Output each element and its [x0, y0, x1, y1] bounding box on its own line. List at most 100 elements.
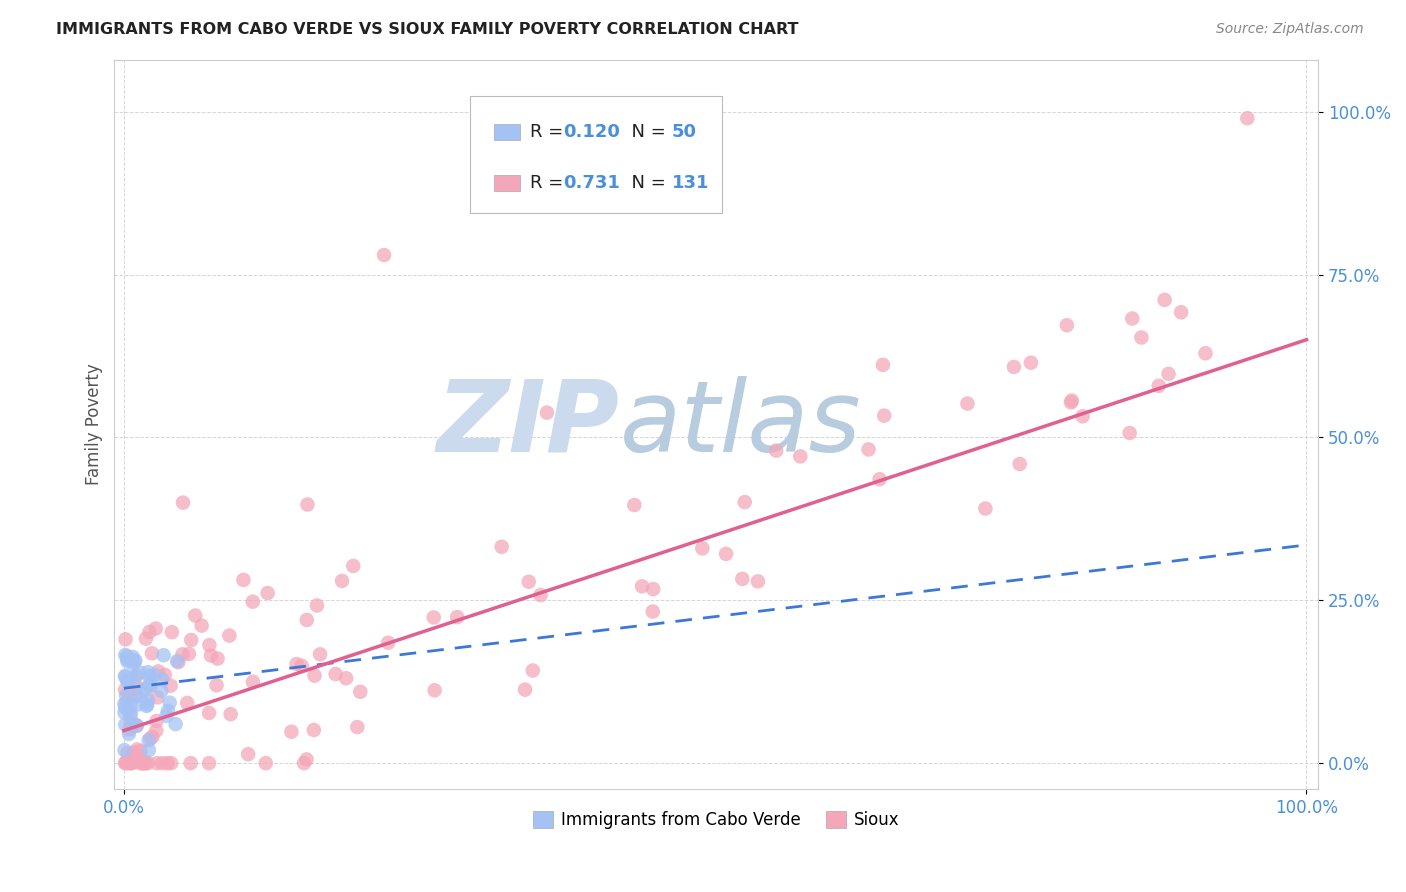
- Point: [692, 541, 714, 556]
- Point: [176, 696, 198, 710]
- Point: [131, 756, 153, 771]
- Point: [1170, 305, 1192, 319]
- Point: [128, 698, 150, 712]
- Point: [242, 595, 264, 609]
- Point: [1153, 293, 1175, 307]
- Point: [219, 707, 242, 722]
- Point: [200, 648, 222, 663]
- Point: [1118, 425, 1140, 440]
- Point: [643, 582, 665, 596]
- Point: [131, 756, 153, 771]
- Point: [1071, 409, 1094, 424]
- Point: [302, 723, 325, 737]
- Point: [139, 679, 162, 693]
- Point: [423, 683, 446, 698]
- Point: [873, 409, 896, 423]
- Point: [160, 756, 183, 771]
- Point: [641, 605, 664, 619]
- Point: [132, 681, 155, 696]
- Point: [114, 706, 136, 720]
- Point: [349, 685, 371, 699]
- Point: [155, 708, 177, 723]
- Point: [623, 498, 645, 512]
- Point: [118, 723, 141, 737]
- Point: [138, 733, 160, 747]
- Point: [205, 678, 228, 692]
- Point: [335, 671, 357, 685]
- Point: [530, 588, 553, 602]
- Y-axis label: Family Poverty: Family Poverty: [86, 364, 103, 485]
- Point: [714, 547, 737, 561]
- Point: [117, 687, 139, 701]
- Point: [167, 655, 190, 669]
- Point: [115, 695, 138, 709]
- Point: [291, 658, 314, 673]
- Point: [172, 495, 194, 509]
- Text: ZIP: ZIP: [437, 376, 620, 473]
- Point: [136, 665, 159, 679]
- Point: [125, 680, 148, 694]
- Legend: Immigrants from Cabo Verde, Sioux: Immigrants from Cabo Verde, Sioux: [526, 804, 907, 836]
- Point: [129, 756, 152, 771]
- Point: [165, 717, 187, 731]
- Point: [128, 665, 150, 680]
- Point: [114, 648, 136, 662]
- Point: [121, 756, 143, 771]
- Point: [152, 648, 174, 663]
- Point: [146, 756, 169, 771]
- Point: [177, 647, 200, 661]
- Point: [166, 654, 188, 668]
- Point: [150, 683, 173, 698]
- Point: [115, 689, 138, 703]
- Text: Source: ZipAtlas.com: Source: ZipAtlas.com: [1216, 22, 1364, 37]
- Point: [747, 574, 769, 589]
- Point: [198, 756, 221, 771]
- Point: [114, 669, 136, 683]
- Point: [139, 676, 162, 690]
- Point: [115, 756, 138, 771]
- Point: [114, 756, 136, 771]
- Point: [342, 558, 364, 573]
- Point: [134, 756, 156, 771]
- Point: [125, 668, 148, 682]
- Point: [631, 579, 654, 593]
- Text: R =: R =: [530, 174, 569, 192]
- Point: [156, 704, 179, 718]
- Point: [869, 472, 891, 486]
- Point: [124, 745, 146, 759]
- Point: [114, 700, 136, 714]
- Point: [150, 673, 173, 687]
- Point: [280, 724, 302, 739]
- Point: [120, 706, 142, 721]
- Point: [122, 717, 145, 731]
- Point: [120, 756, 142, 771]
- Point: [198, 638, 221, 652]
- Point: [180, 632, 202, 647]
- Point: [136, 756, 159, 771]
- Point: [114, 669, 136, 683]
- Point: [117, 673, 139, 688]
- Point: [114, 697, 136, 711]
- Point: [141, 646, 163, 660]
- Point: [138, 743, 160, 757]
- Point: [232, 573, 254, 587]
- Point: [138, 669, 160, 683]
- Point: [145, 723, 167, 738]
- Point: [254, 756, 277, 771]
- Point: [132, 755, 155, 769]
- Point: [346, 720, 368, 734]
- Point: [422, 610, 444, 624]
- Point: [145, 622, 167, 636]
- Point: [118, 703, 141, 717]
- Point: [1147, 379, 1170, 393]
- Point: [118, 756, 141, 771]
- Point: [789, 450, 811, 464]
- Point: [120, 716, 142, 731]
- Point: [1121, 311, 1143, 326]
- Point: [117, 674, 139, 689]
- Point: [974, 501, 997, 516]
- Point: [305, 599, 328, 613]
- FancyBboxPatch shape: [494, 124, 520, 140]
- Point: [117, 654, 139, 668]
- Text: 131: 131: [672, 174, 709, 192]
